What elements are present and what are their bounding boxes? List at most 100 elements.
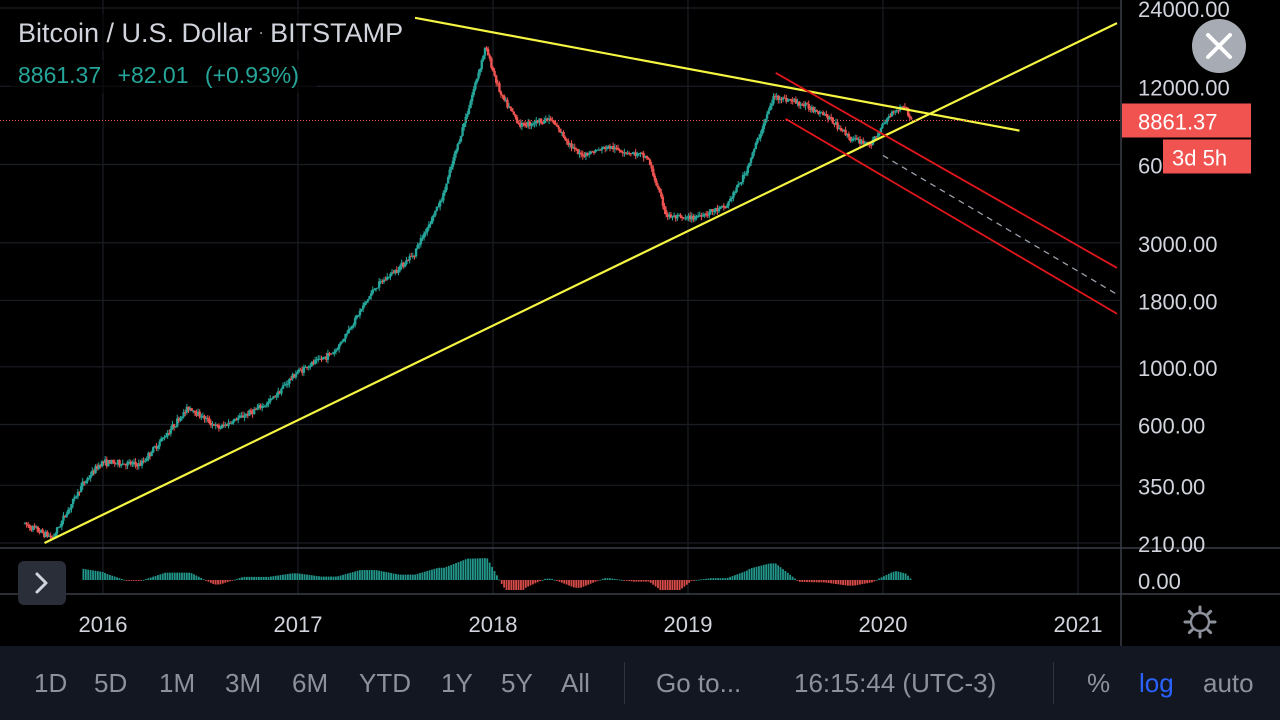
candle-body (137, 463, 140, 467)
interval-5y[interactable]: 5Y (501, 668, 533, 698)
histogram-bar (731, 576, 734, 580)
histogram-bar (844, 580, 847, 586)
histogram-bar (491, 566, 493, 580)
candle-body (495, 75, 498, 83)
candle-body (419, 238, 423, 245)
settings-button[interactable] (1183, 605, 1217, 639)
candle-body (283, 384, 286, 386)
channel-upper-line[interactable] (775, 72, 1118, 269)
candle-body (645, 155, 649, 159)
candle-body (480, 60, 483, 70)
candle-body (724, 207, 727, 209)
candle-body (618, 149, 621, 151)
candle-body (493, 70, 496, 76)
candle-body (751, 152, 754, 159)
candle-body (168, 433, 171, 435)
support-trendline[interactable] (44, 22, 1118, 544)
histogram-bar (399, 574, 402, 580)
candle-body (27, 524, 30, 526)
candle-body (252, 409, 256, 414)
candle-body (52, 536, 56, 538)
histogram-bar (676, 580, 679, 590)
candle-body (488, 55, 491, 59)
candle-body (25, 523, 28, 525)
histogram-bar (101, 571, 104, 580)
candle-body (514, 114, 517, 118)
candle-body (363, 302, 366, 306)
candle-body (668, 214, 671, 217)
candle-body (519, 122, 522, 127)
candle-body (854, 138, 857, 140)
candle-body (725, 205, 729, 208)
auto-scale-toggle[interactable]: auto (1203, 668, 1254, 698)
candle-body (63, 515, 67, 517)
histogram-bar (724, 578, 727, 580)
candle-body (387, 276, 391, 278)
interval-6m[interactable]: 6M (292, 668, 329, 698)
candle-body (873, 136, 876, 140)
interval-3m[interactable]: 3M (225, 668, 262, 698)
candle-body (321, 357, 325, 359)
histogram-bar (551, 578, 554, 580)
interval-1y[interactable]: 1Y (441, 668, 473, 698)
histogram-bar (859, 580, 861, 585)
histogram-bar (402, 574, 405, 580)
histogram-bar (229, 580, 231, 582)
close-button[interactable] (1192, 19, 1246, 73)
histogram-bar (346, 573, 349, 580)
candle-body (158, 441, 161, 447)
candle-body (111, 460, 115, 463)
histogram-bar (404, 574, 407, 580)
histogram-bar (871, 580, 873, 583)
channel-mid-line[interactable] (882, 154, 1118, 295)
goto-date-button[interactable]: Go to... (656, 668, 742, 698)
candle-body (568, 143, 572, 145)
candle-body (318, 358, 322, 360)
interval-1m[interactable]: 1M (159, 668, 196, 698)
interval-5d[interactable]: 5D (94, 668, 128, 698)
candle-body (116, 460, 120, 464)
price-tick-label: 1800.00 (1138, 289, 1218, 314)
interval-ytd[interactable]: YTD (359, 668, 411, 698)
histogram-bar (349, 572, 352, 580)
candle-body (855, 138, 859, 140)
timezone-clock[interactable]: 16:15:44 (UTC-3) (794, 668, 997, 698)
candle-body (87, 477, 91, 479)
candle-body (602, 147, 605, 149)
candle-body (184, 412, 187, 414)
candle-body (743, 174, 746, 176)
candle-body (360, 308, 363, 311)
candle-body (469, 101, 472, 109)
candle-body (241, 415, 245, 418)
histogram-bar (471, 558, 474, 580)
candle-body (81, 481, 84, 487)
histogram-bar (683, 580, 686, 587)
candle-body (368, 296, 371, 300)
histogram-bar (690, 580, 693, 581)
histogram-bar (741, 572, 744, 580)
histogram-bar (601, 578, 604, 580)
candle-body (780, 98, 783, 100)
histogram-bar (536, 580, 539, 583)
candle-body (773, 96, 777, 98)
histogram-bar (219, 580, 222, 585)
histogram-bar (113, 576, 116, 580)
candle-body (342, 338, 346, 342)
candle-body (841, 130, 844, 132)
log-scale-toggle[interactable]: log (1139, 668, 1174, 698)
interval-1d[interactable]: 1D (34, 668, 68, 698)
interval-all[interactable]: All (561, 668, 590, 698)
histogram-bar (702, 579, 705, 580)
candle-body (626, 152, 629, 154)
candle-body (517, 122, 520, 124)
expand-indicators-button[interactable] (18, 561, 66, 605)
price-chart[interactable]: 24000.0012000.006000.003000.001800.00100… (0, 0, 1280, 646)
candle-body (358, 310, 362, 316)
histogram-bar (645, 580, 647, 582)
resistance-trendline[interactable] (414, 16, 1020, 132)
percent-scale-toggle[interactable]: % (1087, 668, 1111, 698)
candle-body (647, 158, 650, 160)
candle-body (499, 91, 503, 95)
histogram-bar (236, 578, 239, 580)
channel-lower-line[interactable] (785, 117, 1118, 315)
